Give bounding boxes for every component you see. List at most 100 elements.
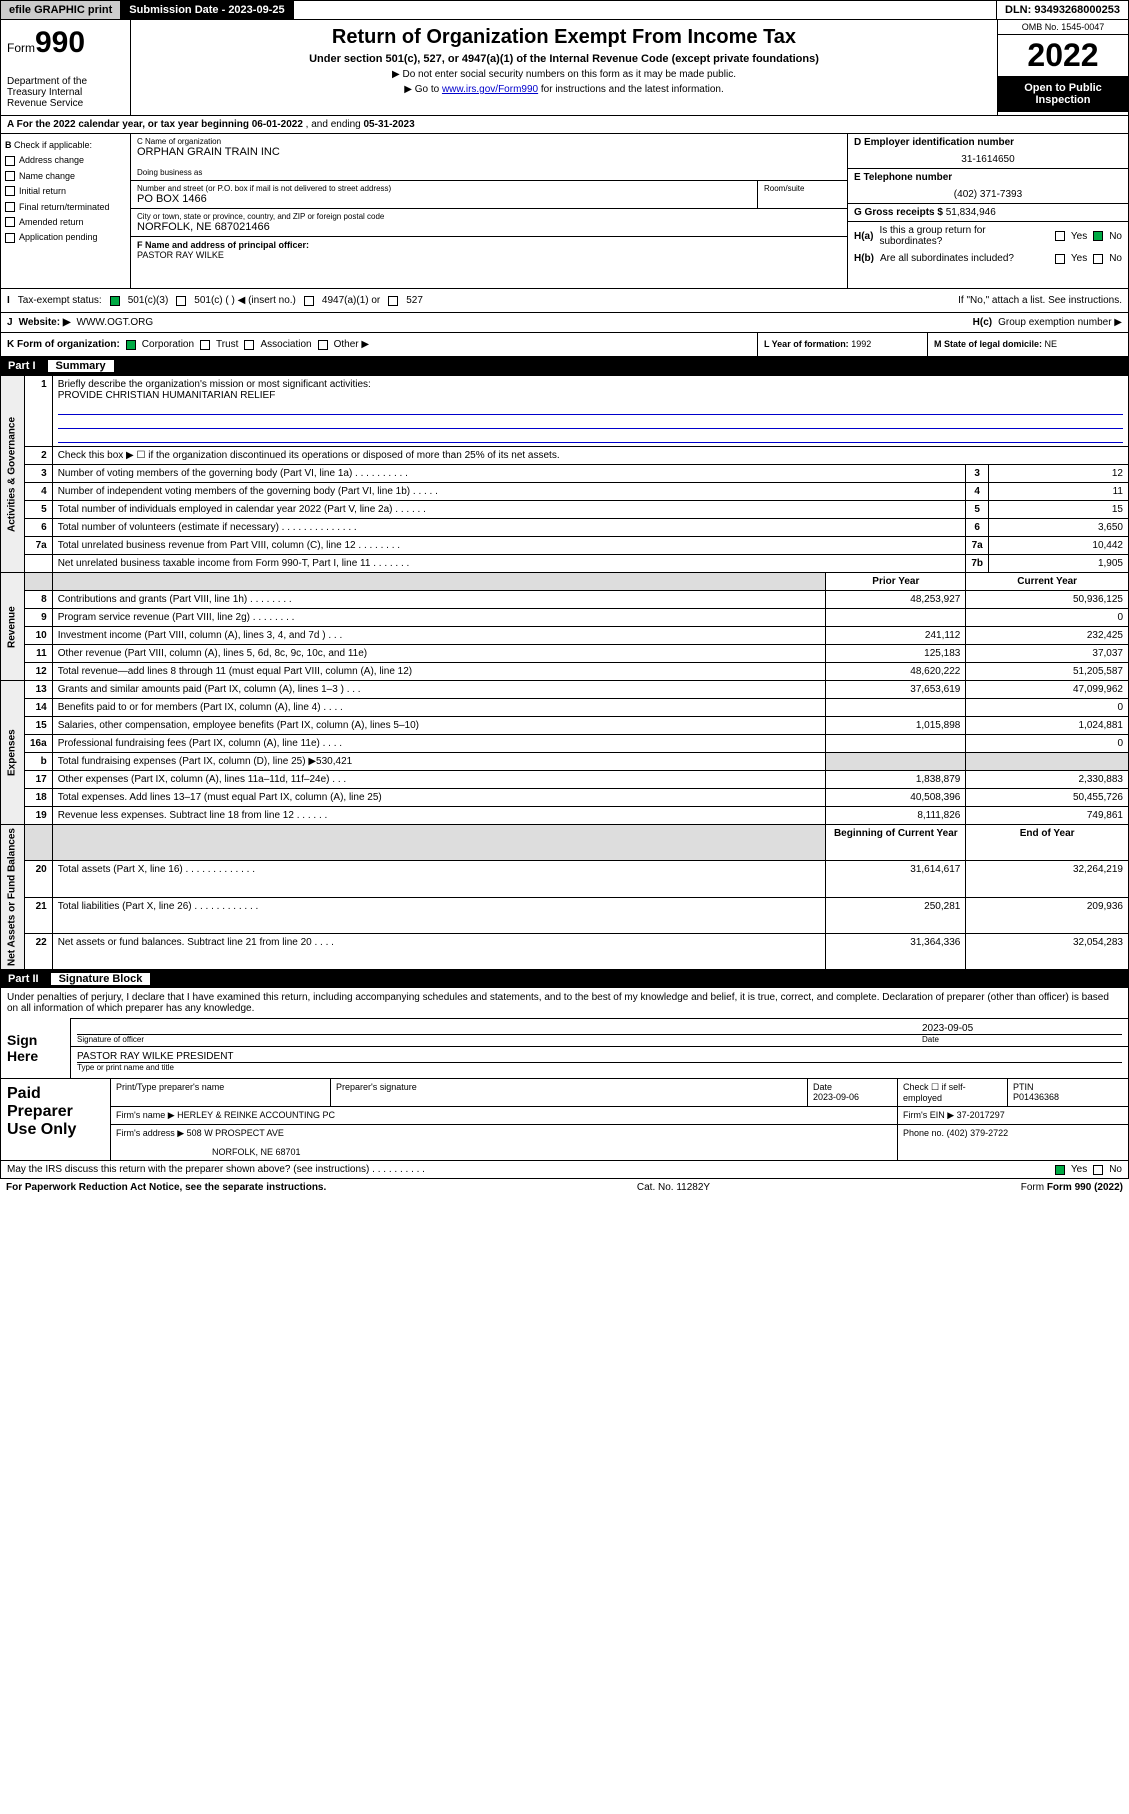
line-1: Briefly describe the organization's miss… — [52, 376, 1128, 447]
line-20-desc: Total assets (Part X, line 16) . . . . .… — [52, 861, 826, 897]
cb-name-change[interactable] — [5, 171, 15, 181]
line-15-c: 1,024,881 — [966, 717, 1129, 735]
form-word: Form — [7, 41, 35, 55]
row-i: I Tax-exempt status: 501(c)(3) 501(c) ( … — [0, 289, 1129, 313]
cb-amended-return[interactable] — [5, 217, 15, 227]
cb-discuss-no[interactable] — [1093, 1165, 1103, 1175]
part2-num: Part II — [8, 973, 39, 985]
cb-501c3[interactable] — [110, 296, 120, 306]
line-6-desc: Total number of volunteers (estimate if … — [52, 519, 966, 537]
cb-527[interactable] — [388, 296, 398, 306]
line-17-desc: Other expenses (Part IX, column (A), lin… — [52, 771, 826, 789]
col-current: Current Year — [966, 573, 1129, 591]
line-20-c: 32,264,219 — [966, 861, 1129, 897]
line-10-c: 232,425 — [966, 627, 1129, 645]
header-center: Return of Organization Exempt From Incom… — [131, 20, 998, 115]
i-lbl: I — [7, 295, 10, 306]
line-7a-val: 10,442 — [989, 537, 1129, 555]
col-end: End of Year — [966, 825, 1129, 861]
line-16b-c — [966, 753, 1129, 771]
line-15-desc: Salaries, other compensation, employee b… — [52, 717, 826, 735]
room-lbl: Room/suite — [764, 184, 841, 193]
line-21-desc: Total liabilities (Part X, line 26) . . … — [52, 897, 826, 933]
dept-label: Department of the Treasury Internal Reve… — [7, 76, 124, 109]
paid-h5: PTIN — [1013, 1082, 1034, 1092]
line-11-desc: Other revenue (Part VIII, column (A), li… — [52, 645, 826, 663]
line-13-desc: Grants and similar amounts paid (Part IX… — [52, 681, 826, 699]
cb-application-pending[interactable] — [5, 233, 15, 243]
cb-ha-no[interactable] — [1093, 231, 1103, 241]
period-label: A For the 2022 calendar year, or tax yea… — [7, 119, 252, 130]
line-19-c: 749,861 — [966, 807, 1129, 825]
cb-4947[interactable] — [304, 296, 314, 306]
line-14-c: 0 — [966, 699, 1129, 717]
cb-discuss-yes[interactable] — [1055, 1165, 1065, 1175]
form-subtitle: Under section 501(c), 527, or 4947(a)(1)… — [137, 53, 991, 65]
line-15-p: 1,015,898 — [826, 717, 966, 735]
part1-title: Summary — [48, 360, 114, 372]
cb-final-return[interactable] — [5, 202, 15, 212]
footer: For Paperwork Reduction Act Notice, see … — [0, 1179, 1129, 1196]
part1-num: Part I — [8, 360, 36, 372]
m-val: NE — [1045, 339, 1058, 349]
col-begin: Beginning of Current Year — [826, 825, 966, 861]
firm-lbl: Firm's name ▶ — [116, 1110, 175, 1120]
addr: PO BOX 1466 — [137, 193, 751, 205]
line-10-p: 241,112 — [826, 627, 966, 645]
line-16a-c: 0 — [966, 735, 1129, 753]
cb-assoc[interactable] — [244, 340, 254, 350]
rule — [58, 429, 1123, 443]
cb-other[interactable] — [318, 340, 328, 350]
line-11-c: 37,037 — [966, 645, 1129, 663]
summary-table: Activities & Governance 1 Briefly descri… — [0, 375, 1129, 970]
b-label: B — [5, 140, 12, 150]
spacer — [294, 1, 997, 19]
sig-date-val: 2023-09-05 — [922, 1023, 1122, 1034]
line-12-p: 48,620,222 — [826, 663, 966, 681]
row-j: J Website: ▶ WWW.OGT.ORG H(c) Group exem… — [0, 313, 1129, 333]
i-txt: Tax-exempt status: — [18, 295, 102, 306]
cb-initial-return[interactable] — [5, 186, 15, 196]
period-end: 05-31-2023 — [364, 119, 415, 130]
ein-lbl: Firm's EIN ▶ — [903, 1110, 954, 1120]
line-3-val: 12 — [989, 465, 1129, 483]
cb-address-change[interactable] — [5, 156, 15, 166]
vert-na: Net Assets or Fund Balances — [1, 825, 25, 970]
cb-corp[interactable] — [126, 340, 136, 350]
phone-val: (402) 379-2722 — [947, 1128, 1009, 1138]
rule — [58, 415, 1123, 429]
line-20-p: 31,614,617 — [826, 861, 966, 897]
firm-addr-lbl: Firm's address ▶ — [116, 1128, 184, 1138]
city-lbl: City or town, state or province, country… — [137, 212, 841, 221]
top-bar: efile GRAPHIC print Submission Date - 20… — [0, 0, 1129, 20]
line-5-val: 15 — [989, 501, 1129, 519]
form-ref: Form Form 990 (2022) — [1021, 1182, 1123, 1193]
org-name: ORPHAN GRAIN TRAIN INC — [137, 146, 841, 158]
cb-trust[interactable] — [200, 340, 210, 350]
cb-501c[interactable] — [176, 296, 186, 306]
hb-lbl: H(b) — [854, 253, 874, 264]
d-val: 31-1614650 — [854, 154, 1122, 165]
hc-lbl: H(c) — [973, 317, 992, 328]
col-prior: Prior Year — [826, 573, 966, 591]
line-8-p: 48,253,927 — [826, 591, 966, 609]
cb-hb-no[interactable] — [1093, 254, 1103, 264]
vert-ag: Activities & Governance — [1, 376, 25, 573]
form-note2: ▶ Go to www.irs.gov/Form990 for instruct… — [137, 84, 991, 95]
efile-print-button[interactable]: efile GRAPHIC print — [1, 1, 121, 19]
ha-lbl: H(a) — [854, 231, 873, 242]
l-val: 1992 — [851, 339, 871, 349]
line-13-c: 47,099,962 — [966, 681, 1129, 699]
line-8-c: 50,936,125 — [966, 591, 1129, 609]
line-7a-desc: Total unrelated business revenue from Pa… — [52, 537, 966, 555]
cb-ha-yes[interactable] — [1055, 231, 1065, 241]
firm-name: HERLEY & REINKE ACCOUNTING PC — [177, 1110, 335, 1120]
line-16b-desc: Total fundraising expenses (Part IX, col… — [52, 753, 826, 771]
line-6-val: 3,650 — [989, 519, 1129, 537]
j-val: WWW.OGT.ORG — [77, 317, 154, 328]
tax-year: 2022 — [998, 35, 1128, 76]
col-b: B Check if applicable: Address change Na… — [1, 134, 131, 288]
line-4-desc: Number of independent voting members of … — [52, 483, 966, 501]
irs-link[interactable]: www.irs.gov/Form990 — [442, 84, 538, 95]
cb-hb-yes[interactable] — [1055, 254, 1065, 264]
